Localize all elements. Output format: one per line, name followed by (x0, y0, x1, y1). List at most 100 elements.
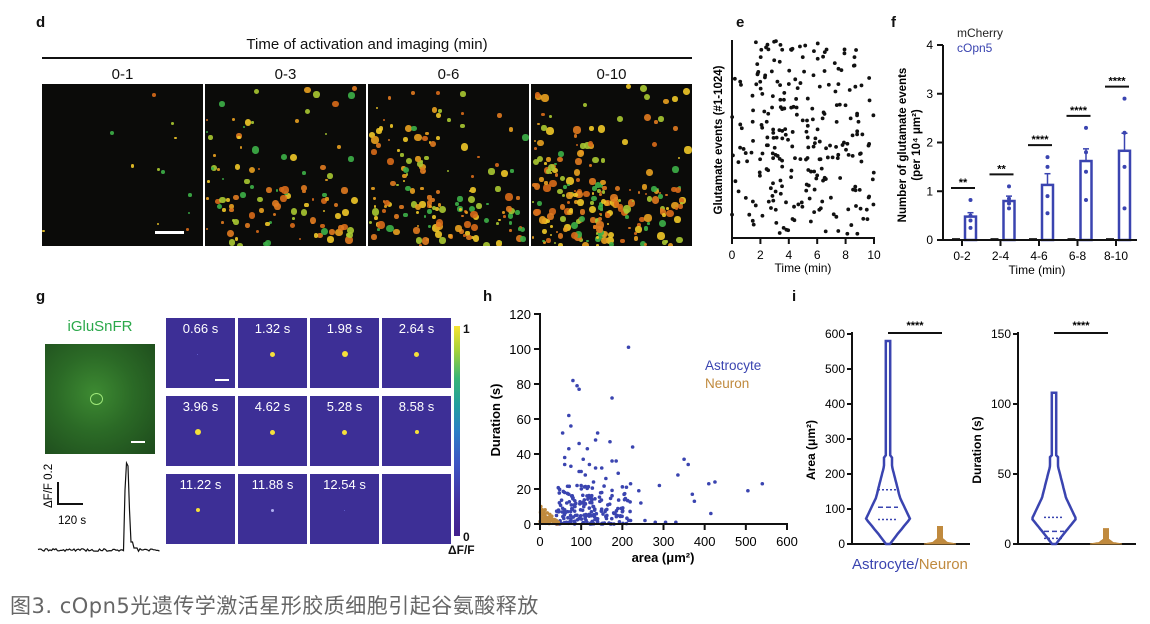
event-dot (771, 127, 776, 132)
event-dot (810, 117, 815, 122)
event-dot (771, 156, 776, 161)
scale-bar (131, 441, 145, 443)
speckle (573, 169, 581, 176)
speckle (533, 139, 537, 142)
speckle (430, 141, 437, 148)
speckle (468, 205, 476, 213)
astrocyte-point (599, 466, 604, 470)
speckle (674, 186, 682, 194)
speckle (637, 223, 642, 227)
signal-spot (414, 430, 419, 434)
f-legend-copn5: cOpn5 (957, 41, 993, 55)
event-dot (777, 231, 782, 235)
speckle (594, 217, 601, 224)
signal-spot (197, 353, 198, 355)
astrocyte-point (591, 504, 595, 509)
speckle (598, 216, 603, 221)
speckle (582, 241, 590, 246)
speckle (483, 217, 490, 224)
speckle (221, 177, 225, 180)
astrocyte-point (569, 424, 573, 428)
astrocyte-point (578, 513, 583, 518)
astrocyte-point (569, 506, 574, 511)
speckle (404, 185, 411, 192)
event-dot (766, 47, 771, 52)
speckle (258, 208, 264, 214)
astrocyte-point (589, 509, 594, 514)
event-dot (738, 79, 743, 84)
speckle (665, 193, 668, 197)
speckle (281, 186, 290, 195)
speckle (463, 220, 471, 228)
h-y-tick-label: 120 (509, 307, 531, 322)
speckle (534, 92, 540, 98)
speckle (599, 193, 603, 197)
astrocyte-point (588, 495, 593, 499)
h-y-tick-label: 0 (524, 517, 531, 532)
data-point (1007, 196, 1011, 201)
speckle (375, 106, 379, 109)
speckle (325, 197, 329, 201)
bar-mcherry (990, 238, 999, 240)
astrocyte-point (620, 514, 624, 519)
speckle (304, 108, 311, 115)
astrocyte-point (713, 480, 717, 484)
speckle (620, 238, 626, 244)
speckle (348, 92, 355, 100)
event-dot (765, 143, 770, 148)
panel-e-chart: 0 2 4 6 8 10 Time (min) Glutamate events (#1-… (713, 39, 881, 275)
speckle (377, 228, 381, 232)
speckle (557, 156, 563, 163)
e-x-tick-label: 10 (867, 248, 881, 262)
astrocyte-point (581, 457, 586, 462)
event-dot (780, 47, 785, 52)
f-x-tick-label: 0-2 (953, 249, 971, 263)
microscopy-image-0-6 (368, 84, 529, 246)
speckle (347, 232, 354, 238)
speckle (496, 221, 500, 225)
astrocyte-point (568, 513, 573, 518)
h-x-tick-label: 500 (735, 534, 757, 549)
speckle (416, 224, 419, 227)
data-point (1084, 125, 1088, 130)
speckle (409, 188, 415, 194)
speckle (603, 201, 609, 207)
speckle (317, 232, 323, 239)
event-dot (750, 218, 755, 223)
speckle (334, 203, 339, 208)
astrocyte-point (592, 514, 597, 519)
speckle (216, 168, 220, 172)
event-dot (847, 88, 852, 92)
speckle (215, 198, 221, 205)
speckle (233, 219, 240, 226)
speckle (592, 156, 599, 164)
speckle (660, 208, 666, 215)
speckle (600, 236, 609, 244)
astrocyte-point (566, 515, 570, 520)
speckle (536, 155, 544, 163)
speckle (633, 236, 639, 241)
f-y-tick-label: 3 (926, 87, 933, 101)
event-dot (774, 39, 778, 44)
event-dot (836, 152, 841, 157)
astrocyte-point (567, 499, 572, 504)
speckle (446, 117, 451, 122)
event-dot (870, 177, 875, 182)
event-dot (806, 145, 811, 150)
trace-scale-y-label: ΔF/F 0.2 (43, 464, 55, 508)
speckle (621, 139, 628, 146)
event-dot (758, 55, 763, 60)
speckle (226, 229, 235, 237)
speckle (388, 96, 392, 100)
f-x-tick-label: 6-8 (1069, 249, 1087, 263)
speckle (601, 190, 606, 194)
speckle (383, 199, 391, 207)
event-dot (760, 213, 765, 218)
speckle (347, 227, 355, 235)
significance-label: **** (1072, 320, 1090, 332)
speckle (516, 234, 524, 242)
speckle (627, 199, 636, 207)
event-dot (822, 69, 827, 73)
astrocyte-point (760, 481, 765, 486)
speckle (437, 203, 442, 207)
